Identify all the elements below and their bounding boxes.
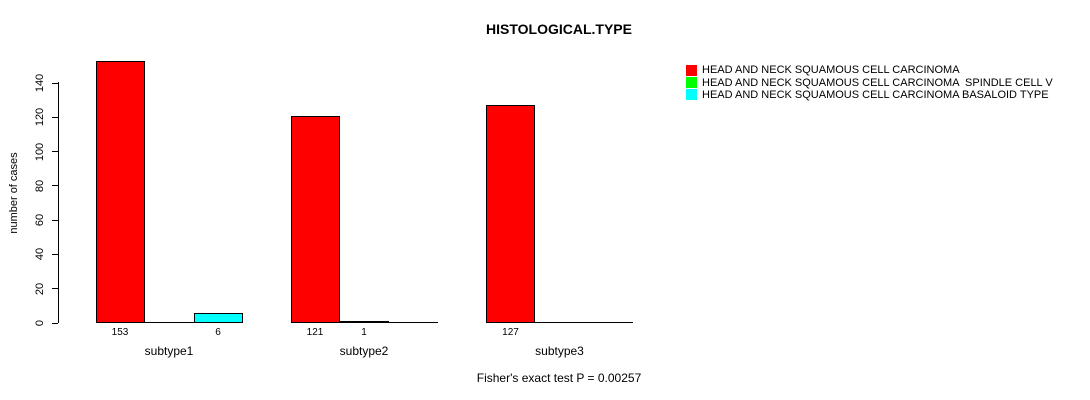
legend-label: HEAD AND NECK SQUAMOUS CELL CARCINOMA — [702, 64, 960, 77]
y-tick-label: 0 — [34, 319, 46, 327]
y-tick-mark — [52, 322, 58, 324]
legend-swatch — [686, 89, 697, 101]
y-tick-mark — [52, 219, 58, 221]
x-category-label: subtype2 — [339, 344, 389, 358]
group-baseline — [486, 322, 633, 323]
y-tick-mark — [52, 185, 58, 187]
y-tick-label: 40 — [34, 248, 46, 261]
y-tick-mark — [52, 116, 58, 118]
x-category-label: subtype3 — [535, 344, 584, 358]
bar-value-label: 153 — [111, 327, 129, 338]
legend-item: HEAD AND NECK SQUAMOUS CELL CARCINOMA SP… — [686, 76, 1090, 89]
legend: HEAD AND NECK SQUAMOUS CELL CARCINOMA HEA… — [686, 64, 1090, 101]
y-axis-line — [58, 82, 59, 323]
bar-subtype1-series3 — [193, 313, 243, 323]
legend-label: HEAD AND NECK SQUAMOUS CELL CARCINOMA SP… — [702, 76, 1053, 89]
fisher-test-annotation: Fisher's exact test P = 0.00257 — [476, 371, 642, 385]
legend-swatch — [686, 64, 697, 76]
chart-title: HISTOLOGICAL.TYPE — [486, 21, 632, 37]
y-tick-label: 140 — [34, 73, 46, 93]
y-tick-mark — [52, 253, 58, 255]
y-axis-title: number of cases — [8, 152, 20, 234]
group-baseline — [95, 322, 243, 323]
bar-value-label: 6 — [215, 327, 221, 338]
y-tick-label: 80 — [34, 179, 46, 192]
legend-item: HEAD AND NECK SQUAMOUS CELL CARCINOMA BA… — [686, 89, 1090, 101]
y-tick-mark — [52, 288, 58, 290]
bar-subtype3-series1 — [486, 105, 535, 323]
bar-value-label: 127 — [502, 327, 519, 338]
bar-subtype1-series1 — [95, 61, 145, 323]
x-category-label: subtype1 — [144, 344, 194, 358]
bar-subtype2-series2 — [339, 321, 389, 323]
bar-subtype2-series1 — [290, 116, 340, 323]
y-tick-label: 60 — [34, 214, 46, 227]
bar-value-label: 121 — [306, 327, 324, 338]
legend-item: HEAD AND NECK SQUAMOUS CELL CARCINOMA — [686, 64, 1090, 76]
legend-swatch — [686, 77, 697, 89]
y-tick-mark — [52, 151, 58, 153]
bar-value-label: 1 — [361, 327, 367, 338]
y-tick-label: 120 — [34, 108, 46, 127]
y-tick-label: 20 — [34, 282, 46, 295]
legend-label: HEAD AND NECK SQUAMOUS CELL CARCINOMA BA… — [702, 88, 1049, 101]
y-tick-label: 100 — [34, 142, 46, 161]
y-tick-mark — [52, 82, 58, 84]
